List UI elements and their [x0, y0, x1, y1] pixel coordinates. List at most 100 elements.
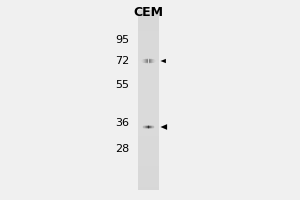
- Bar: [150, 62, 151, 63]
- Bar: [138, 130, 159, 133]
- Bar: [154, 126, 155, 127]
- Bar: [153, 61, 154, 62]
- Bar: [148, 128, 149, 129]
- Bar: [150, 126, 151, 127]
- Bar: [138, 115, 159, 118]
- Bar: [152, 59, 153, 60]
- Bar: [151, 62, 152, 63]
- Bar: [150, 59, 151, 60]
- Bar: [147, 62, 148, 63]
- Bar: [138, 61, 159, 64]
- Bar: [149, 126, 150, 127]
- Bar: [147, 60, 148, 61]
- Bar: [145, 61, 146, 62]
- Bar: [138, 136, 159, 139]
- Bar: [138, 100, 159, 103]
- Bar: [147, 127, 148, 128]
- Bar: [149, 60, 150, 61]
- Bar: [149, 63, 150, 64]
- Bar: [138, 163, 159, 166]
- Bar: [138, 10, 159, 13]
- Bar: [138, 160, 159, 163]
- Bar: [138, 58, 159, 61]
- Bar: [145, 126, 146, 127]
- Bar: [138, 121, 159, 124]
- Bar: [138, 67, 159, 70]
- Bar: [145, 62, 146, 63]
- Bar: [147, 59, 148, 60]
- Bar: [147, 58, 148, 59]
- Bar: [145, 60, 146, 61]
- Bar: [142, 126, 143, 127]
- Polygon shape: [160, 59, 166, 63]
- Bar: [138, 109, 159, 112]
- Bar: [146, 59, 147, 60]
- Bar: [148, 125, 149, 126]
- Bar: [149, 127, 150, 128]
- Bar: [138, 79, 159, 82]
- Bar: [143, 125, 144, 126]
- Bar: [142, 59, 143, 60]
- Bar: [153, 59, 154, 60]
- Bar: [138, 88, 159, 91]
- Bar: [146, 60, 147, 61]
- Bar: [153, 127, 154, 128]
- Bar: [138, 145, 159, 148]
- Bar: [153, 126, 154, 127]
- Bar: [138, 166, 159, 169]
- Bar: [145, 63, 146, 64]
- Bar: [145, 125, 146, 126]
- Bar: [138, 106, 159, 109]
- Bar: [147, 58, 148, 59]
- Bar: [138, 139, 159, 142]
- Bar: [143, 62, 144, 63]
- Bar: [138, 178, 159, 181]
- Bar: [138, 175, 159, 178]
- Bar: [153, 127, 154, 128]
- Bar: [145, 62, 146, 63]
- Bar: [138, 157, 159, 160]
- Bar: [146, 127, 147, 128]
- Text: 28: 28: [115, 144, 129, 154]
- Bar: [150, 59, 151, 60]
- Bar: [144, 59, 145, 60]
- Bar: [138, 112, 159, 115]
- Bar: [138, 43, 159, 46]
- Bar: [146, 128, 147, 129]
- Bar: [154, 61, 155, 62]
- Bar: [138, 76, 159, 79]
- Bar: [147, 62, 148, 63]
- Bar: [155, 60, 156, 61]
- Bar: [151, 126, 152, 127]
- Bar: [138, 187, 159, 190]
- Bar: [138, 184, 159, 187]
- Bar: [144, 126, 145, 127]
- Bar: [146, 61, 147, 62]
- Bar: [142, 127, 143, 128]
- Bar: [141, 60, 142, 61]
- Bar: [147, 126, 148, 127]
- Bar: [138, 82, 159, 85]
- Bar: [138, 97, 159, 100]
- Bar: [138, 142, 159, 145]
- Bar: [150, 128, 151, 129]
- Bar: [145, 59, 146, 60]
- Bar: [153, 62, 154, 63]
- Bar: [147, 125, 148, 126]
- Bar: [142, 62, 143, 63]
- Bar: [148, 60, 149, 61]
- Bar: [146, 63, 147, 64]
- Bar: [154, 127, 155, 128]
- Bar: [153, 59, 154, 60]
- Bar: [152, 59, 153, 60]
- Bar: [147, 61, 148, 62]
- Bar: [138, 28, 159, 31]
- Bar: [143, 59, 144, 60]
- Bar: [146, 62, 147, 63]
- Bar: [148, 58, 149, 59]
- Text: 55: 55: [115, 80, 129, 90]
- Bar: [154, 60, 155, 61]
- Bar: [146, 125, 147, 126]
- Bar: [151, 63, 152, 64]
- Bar: [154, 59, 155, 60]
